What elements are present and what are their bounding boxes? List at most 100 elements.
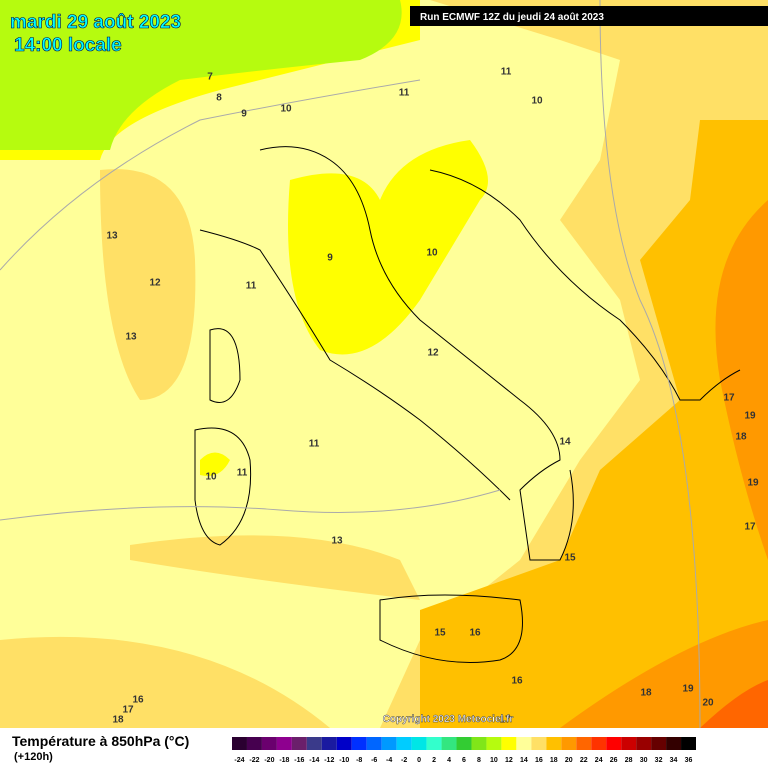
contour-label: 15 [434, 628, 446, 639]
scale-swatch [501, 737, 517, 750]
contour-label: 10 [205, 472, 217, 483]
field-16b [0, 535, 420, 728]
contour-label: 11 [237, 468, 248, 479]
contour-label: 13 [331, 536, 343, 547]
legend-title: Température à 850hPa (°C) [12, 733, 189, 749]
contour-label: 11 [246, 281, 257, 292]
contour-label: 18 [112, 715, 124, 726]
scale-swatch [471, 737, 487, 750]
contour-label: 14 [559, 437, 571, 448]
field-20 [560, 200, 768, 728]
scale-swatch [621, 737, 637, 750]
isotherms [0, 0, 701, 729]
contour-label: 11 [399, 88, 410, 99]
scale-label: 16 [535, 757, 543, 764]
scale-label: -6 [371, 757, 377, 764]
scale-swatch [336, 737, 352, 750]
contour-label: 17 [122, 705, 134, 716]
scale-swatch [276, 737, 292, 750]
contour-label: 17 [723, 393, 735, 404]
scale-label: 26 [610, 757, 618, 764]
scale-swatch [561, 737, 577, 750]
scale-swatch [261, 737, 277, 750]
scale-label: -22 [249, 757, 259, 764]
contour-label: 16 [511, 676, 523, 687]
contour-label: 16 [132, 695, 144, 706]
scale-swatch [591, 737, 607, 750]
scale-swatch [456, 737, 472, 750]
scale-swatch [366, 737, 382, 750]
scale-label: -18 [279, 757, 289, 764]
contour-label: 10 [280, 104, 292, 115]
scale-swatch [486, 737, 502, 750]
field-12b [288, 140, 488, 355]
scale-label: -16 [294, 757, 304, 764]
scale-swatch [291, 737, 307, 750]
map-date: mardi 29 août 2023 [10, 12, 181, 33]
scale-label: 0 [417, 757, 421, 764]
contour-label: 13 [106, 231, 118, 242]
scale-label: 4 [447, 757, 451, 764]
contour-label: 7 [207, 72, 213, 83]
contour-label: 18 [640, 688, 652, 699]
scale-swatch [546, 737, 562, 750]
copyright: Copyright 2023 Meteociel.fr [383, 714, 514, 725]
contour-label: 19 [744, 411, 756, 422]
scale-swatch [351, 737, 367, 750]
scale-swatch [651, 737, 667, 750]
scale-swatch [441, 737, 457, 750]
field-12c [200, 452, 230, 476]
scale-label: 6 [462, 757, 466, 764]
scale-label: -2 [401, 757, 407, 764]
contour-label: 11 [309, 439, 320, 450]
color-scale: -24 -22 -20 -18 -16 -14 -12 -10 -8 -6 -4 -2 0 2 4 6 8 10 1… [232, 737, 696, 764]
scale-label: -14 [309, 757, 319, 764]
scale-label: 24 [595, 757, 603, 764]
contour-label: 11 [501, 67, 512, 78]
scale-label: 28 [625, 757, 633, 764]
scale-swatch [411, 737, 427, 750]
scale-label: -10 [339, 757, 349, 764]
scale-label: 8 [477, 757, 481, 764]
scale-swatch [636, 737, 652, 750]
scale-swatch [306, 737, 322, 750]
run-info: Run ECMWF 12Z du jeudi 24 août 2023 [420, 12, 604, 23]
scale-label: 36 [685, 757, 693, 764]
scale-label: -20 [264, 757, 274, 764]
run-banner [410, 6, 768, 26]
contour-label: 17 [499, 715, 511, 726]
scale-swatch [246, 737, 262, 750]
contour-label: 16 [469, 628, 481, 639]
scale-label: -12 [324, 757, 334, 764]
scale-swatch [232, 737, 247, 750]
legend-lead: (+120h) [14, 751, 53, 763]
scale-label: 34 [670, 757, 678, 764]
contour-label: 8 [216, 93, 222, 104]
field-10 [0, 0, 402, 150]
coastlines [194, 146, 741, 663]
scale-swatch [681, 737, 696, 750]
scale-label: 20 [565, 757, 573, 764]
field-13 [100, 169, 196, 400]
scale-swatch [531, 737, 547, 750]
contour-label: 17 [744, 522, 756, 533]
contour-label: 10 [531, 96, 543, 107]
scale-swatch [666, 737, 682, 750]
contour-label: 9 [241, 109, 247, 120]
scale-swatch [381, 737, 397, 750]
map-time: 14:00 locale [14, 35, 122, 56]
scale-label: -8 [356, 757, 362, 764]
scale-label: 18 [550, 757, 558, 764]
contour-label: 12 [149, 278, 161, 289]
contour-label: 15 [564, 553, 576, 564]
scale-label: 30 [640, 757, 648, 764]
scale-label: 2 [432, 757, 436, 764]
contour-label: 20 [702, 698, 714, 709]
scale-swatch [426, 737, 442, 750]
scale-label: 14 [520, 757, 528, 764]
field-22 [700, 680, 768, 728]
scale-label: 32 [655, 757, 663, 764]
scale-swatch [321, 737, 337, 750]
field-18 [420, 120, 768, 728]
